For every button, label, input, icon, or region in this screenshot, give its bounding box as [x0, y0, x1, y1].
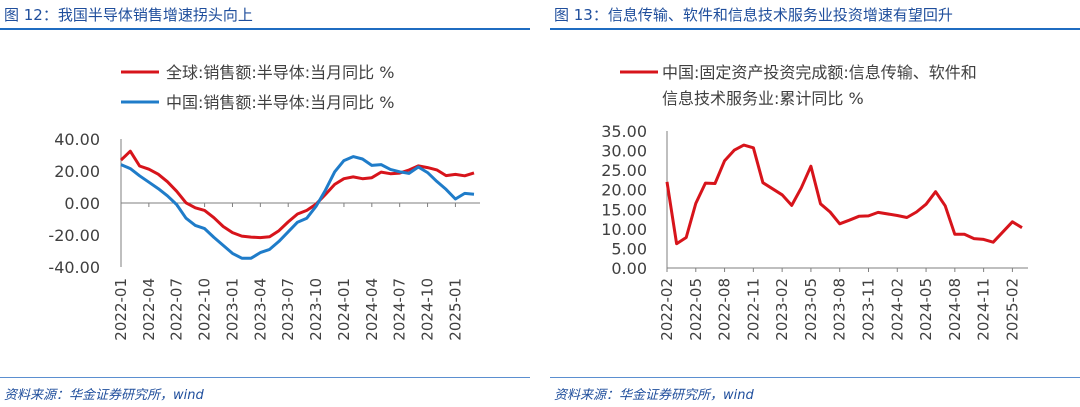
- y-tick-label: 40.00: [54, 130, 100, 149]
- series-line-0: [665, 143, 1023, 246]
- x-tick-label: 2022-04: [140, 278, 158, 341]
- right-source-note: 资料来源：华金证券研究所，wind: [554, 388, 754, 403]
- y-tick-label: 25.00: [601, 161, 647, 180]
- x-tick-label: 2023-08: [831, 278, 849, 341]
- x-tick-label: 2023-01: [223, 278, 241, 341]
- x-tick-label: 2023-07: [279, 278, 297, 341]
- x-tick-label: 2022-11: [744, 278, 762, 341]
- legend-label-0: 全球:销售额:半导体:当月同比 %: [166, 63, 394, 82]
- x-tick-label: 2024-11: [975, 278, 993, 341]
- y-tick-label: 0.00: [64, 194, 100, 213]
- x-tick-label: 2023-02: [773, 278, 791, 341]
- left-source-rule: [0, 377, 530, 378]
- x-tick-label: 2022-02: [658, 278, 676, 341]
- y-tick-label: 30.00: [601, 142, 647, 161]
- x-tick-label: 2022-05: [687, 278, 705, 341]
- x-tick-label: 2022-08: [716, 278, 734, 341]
- legend-label-0: 中国:固定资产投资完成额:信息传输、软件和: [662, 63, 977, 82]
- left-chart-panel: 图 12：我国半导体销售增速拐头向上 40.00 20.00 0.00 -20.00 -…: [0, 0, 530, 407]
- right-source-rule: [550, 377, 1080, 378]
- x-tick-label: 2024-10: [419, 278, 437, 341]
- y-tick-label: -20.00: [48, 226, 100, 245]
- legend-label-1: 中国:销售额:半导体:当月同比 %: [166, 93, 394, 112]
- right-title-rule: [550, 28, 1080, 30]
- left-source-note: 资料来源：华金证券研究所，wind: [4, 388, 204, 403]
- x-tick-label: 2022-10: [196, 278, 214, 341]
- x-tick-label: 2024-05: [917, 278, 935, 341]
- x-tick-label: 2022-01: [112, 278, 130, 341]
- x-tick-label: 2024-02: [888, 278, 906, 341]
- y-tick-label: -40.00: [48, 258, 100, 277]
- y-tick-label: 20.00: [601, 181, 647, 200]
- y-tick-label: 10.00: [601, 220, 647, 239]
- x-tick-label: 2024-04: [363, 278, 381, 341]
- x-tick-label: 2023-05: [802, 278, 820, 341]
- x-tick-label: 2022-07: [168, 278, 186, 341]
- right-figure-title: 图 13：信息传输、软件和信息技术服务业投资增速有望回升: [554, 6, 953, 24]
- right-chart-panel: 图 13：信息传输、软件和信息技术服务业投资增速有望回升 35.00 30.00 2…: [550, 0, 1080, 407]
- legend-label-line-2: 信息技术服务业:累计同比 %: [662, 89, 864, 108]
- x-tick-label: 2024-07: [391, 278, 409, 341]
- x-tick-label: 2023-04: [251, 278, 269, 341]
- y-tick-label: 35.00: [601, 122, 647, 141]
- y-tick-label: 15.00: [601, 200, 647, 219]
- series-line-1: [120, 155, 475, 260]
- left-figure-title: 图 12：我国半导体销售增速拐头向上: [4, 6, 253, 24]
- x-tick-label: 2025-02: [1003, 278, 1021, 341]
- y-tick-label: 5.00: [611, 239, 647, 258]
- x-tick-label: 2023-10: [307, 278, 325, 341]
- left-title-rule: [0, 28, 530, 30]
- series-line-0: [119, 149, 475, 240]
- left-chart-svg: 40.00 20.00 0.00 -20.00 -40.00 2022-01 2022-04…: [48, 63, 480, 341]
- x-tick-label: 2024-08: [946, 278, 964, 341]
- y-tick-label: 0.00: [611, 259, 647, 278]
- x-tick-label: 2024-01: [335, 278, 353, 341]
- x-tick-label: 2025-01: [446, 278, 464, 341]
- y-tick-label: 20.00: [54, 162, 100, 181]
- x-tick-label: 2023-11: [859, 278, 877, 341]
